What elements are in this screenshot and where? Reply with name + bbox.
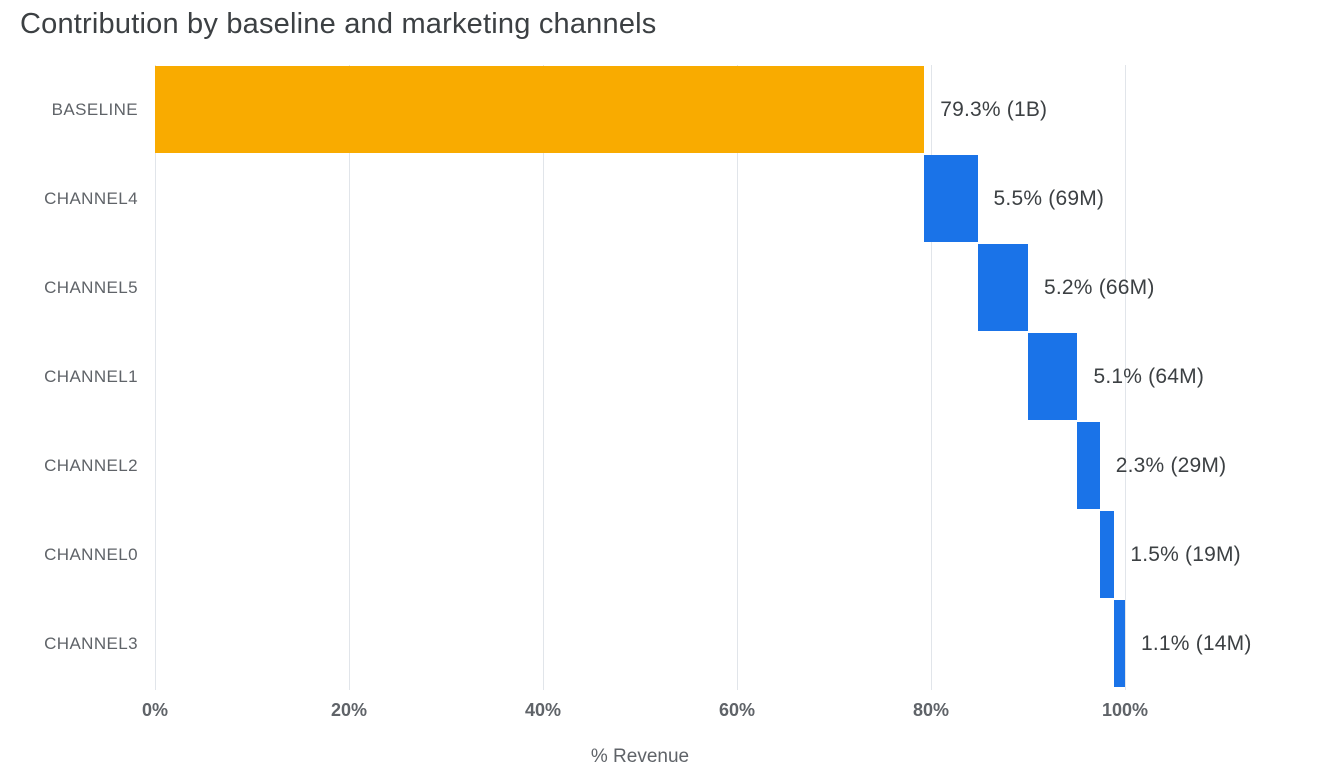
x-tick-label: 40% — [524, 700, 562, 720]
category-label: CHANNEL4 — [44, 189, 138, 208]
value-label: 5.2% (66M) — [1044, 275, 1155, 299]
bar-baseline[interactable] — [155, 66, 925, 153]
chart-row: CHANNEL3 1.1% (14M) — [0, 599, 1330, 688]
chart-row: CHANNEL1 5.1% (64M) — [0, 332, 1330, 421]
x-tick-label: 60% — [718, 700, 756, 720]
plot-area: BASELINE 79.3% (1B) CHANNEL4 5.5% (69M) CHAN… — [0, 65, 1330, 690]
x-tick-label: 80% — [912, 700, 950, 720]
chart-row: CHANNEL5 5.2% (66M) — [0, 243, 1330, 332]
gridline — [349, 65, 350, 690]
value-label: 5.1% (64M) — [1093, 364, 1205, 388]
x-axis-title: % Revenue — [590, 746, 690, 767]
value-label: 79.3% (1B) — [940, 97, 1048, 121]
gridlines — [0, 65, 1330, 690]
bar-channel3[interactable] — [1114, 600, 1125, 687]
category-label: CHANNEL1 — [44, 367, 138, 386]
gridline — [931, 65, 932, 690]
gridline — [543, 65, 544, 690]
value-label: 5.5% (69M) — [993, 186, 1105, 210]
chart-title: Contribution by baseline and marketing c… — [20, 8, 657, 40]
category-label: CHANNEL5 — [44, 278, 138, 297]
chart-row: CHANNEL2 2.3% (29M) — [0, 421, 1330, 510]
chart-row: BASELINE 79.3% (1B) — [0, 65, 1330, 154]
rows: BASELINE 79.3% (1B) CHANNEL4 5.5% (69M) CHAN… — [0, 65, 1330, 688]
category-label: CHANNEL0 — [44, 545, 138, 564]
category-label: BASELINE — [51, 100, 138, 119]
gridline — [1125, 65, 1126, 690]
bar-channel1[interactable] — [1028, 333, 1078, 420]
x-tick-label: 0% — [141, 700, 169, 720]
bar-channel5[interactable] — [977, 244, 1028, 331]
bar-channel0[interactable] — [1099, 511, 1115, 598]
chart-row: CHANNEL4 5.5% (69M) — [0, 154, 1330, 243]
category-label: CHANNEL3 — [44, 634, 138, 653]
value-label: 1.5% (19M) — [1130, 542, 1241, 566]
bar-channel2[interactable] — [1077, 422, 1100, 509]
value-label: 2.3% (29M) — [1115, 453, 1227, 477]
value-label: 1.1% (14M) — [1141, 631, 1252, 655]
chart-row: CHANNEL0 1.5% (19M) — [0, 510, 1330, 599]
x-axis: 0% 20% 40% 60% 80% 100% — [0, 700, 1330, 726]
x-tick-label: 100% — [1101, 700, 1149, 720]
bar-channel4[interactable] — [924, 155, 978, 242]
x-tick-label: 20% — [330, 700, 368, 720]
category-label: CHANNEL2 — [44, 456, 138, 475]
gridline — [155, 65, 156, 690]
gridline — [737, 65, 738, 690]
